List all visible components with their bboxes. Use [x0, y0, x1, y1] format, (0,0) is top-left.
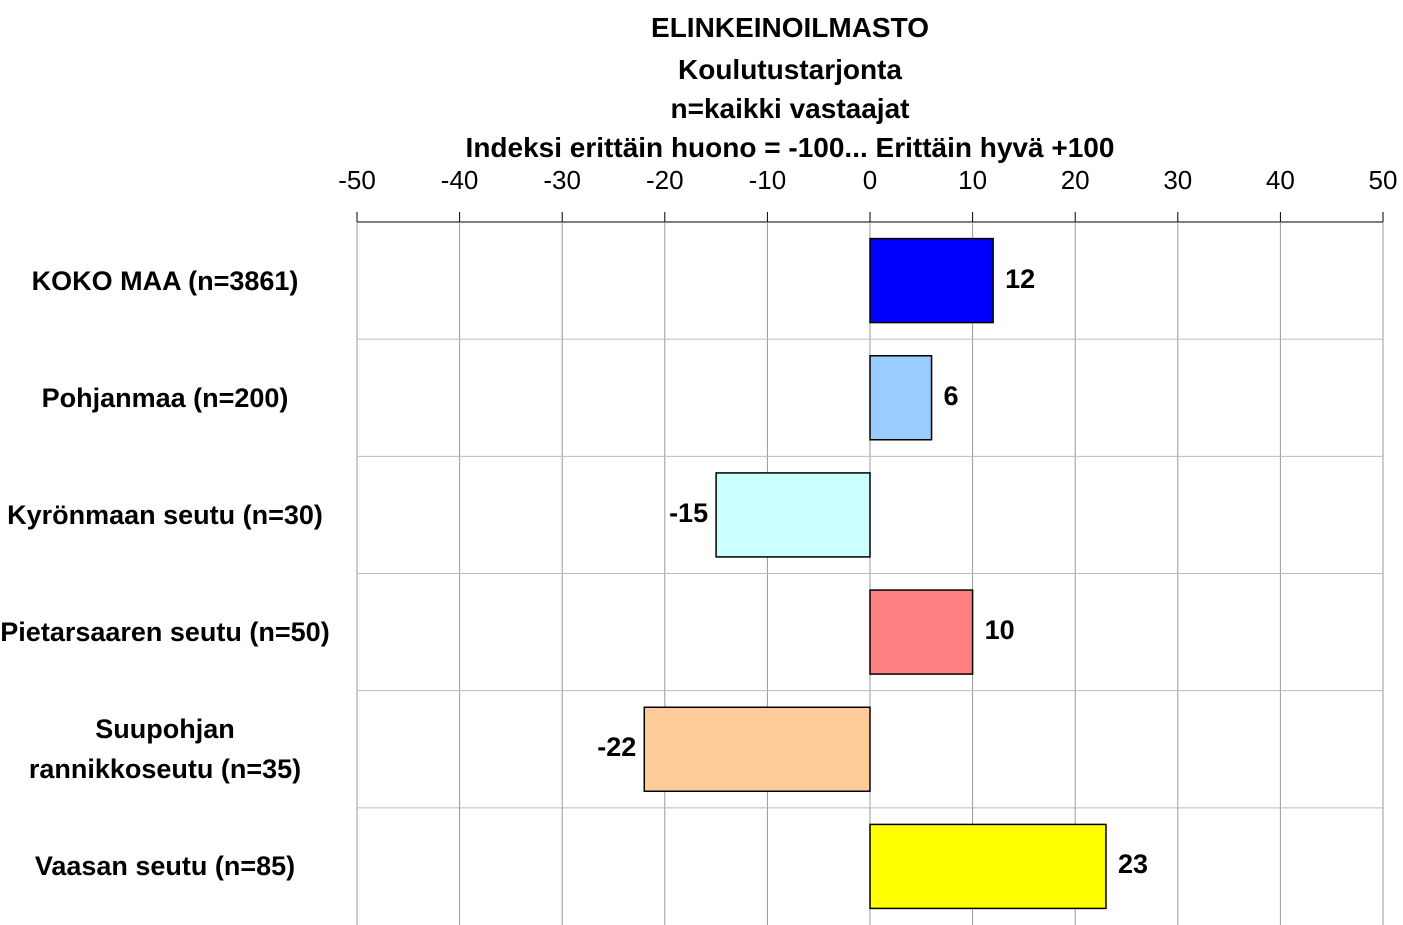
x-tick-label: -50 — [338, 165, 376, 195]
category-label: Kyrönmaan seutu (n=30) — [7, 499, 323, 530]
data-label: 12 — [1005, 263, 1036, 294]
category-label: Suupohjan rannikkoseutu (n=35) — [28, 714, 302, 785]
x-tick-label: -30 — [543, 165, 581, 195]
category-label: Vaasan seutu (n=85) — [34, 851, 296, 882]
bar — [869, 355, 933, 441]
chart-subtitle: Indeksi erittäin huono = -100... Erittäi… — [465, 132, 1115, 163]
category-label: KOKO MAA (n=3861) — [31, 265, 299, 296]
chart-subtitle: Koulutustarjonta — [678, 54, 902, 85]
x-tick-label: 40 — [1265, 165, 1295, 195]
data-label: 10 — [984, 615, 1015, 646]
chart-subtitle: n=kaikki vastaajat — [670, 93, 910, 124]
x-tick-label: 0 — [862, 165, 878, 195]
bar — [715, 472, 871, 558]
data-label: 6 — [943, 380, 959, 411]
chart-title: ELINKEINOILMASTO — [651, 12, 929, 43]
bar — [869, 237, 994, 324]
x-tick-label: -20 — [646, 165, 684, 195]
data-label: -22 — [597, 732, 637, 763]
category-label: Pietarsaaren seutu (n=50) — [0, 617, 330, 648]
x-tick-label: 50 — [1368, 165, 1398, 195]
bar — [643, 706, 871, 792]
data-label: 23 — [1117, 849, 1149, 880]
bar — [869, 589, 974, 675]
x-tick-label: 30 — [1163, 165, 1193, 195]
category-label: Pohjanmaa (n=200) — [41, 382, 289, 413]
x-tick-label: -40 — [440, 165, 479, 195]
x-tick-label: 10 — [958, 165, 988, 195]
bar — [869, 823, 1107, 910]
data-label: -15 — [669, 497, 709, 528]
x-tick-label: -10 — [748, 165, 787, 195]
x-tick-label: 20 — [1060, 165, 1090, 195]
